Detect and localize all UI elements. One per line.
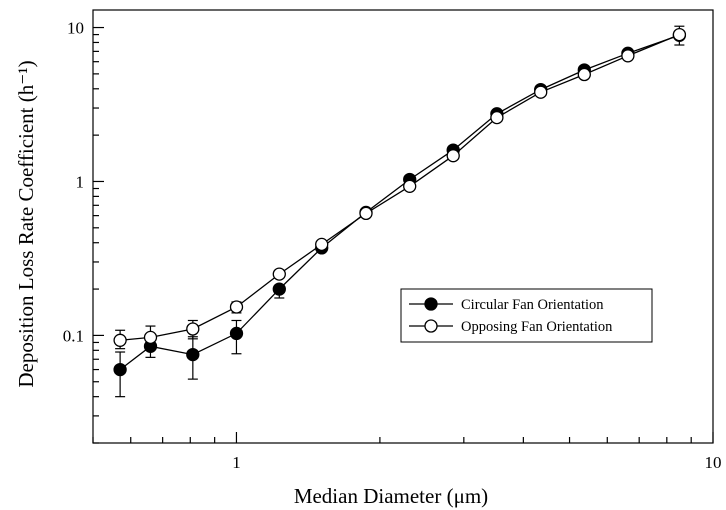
data-point <box>229 300 244 314</box>
legend-label: Circular Fan Orientation <box>461 297 604 313</box>
data-point <box>186 322 200 336</box>
legend-label: Opposing Fan Orientation <box>461 319 613 335</box>
legend-marker <box>424 297 438 311</box>
legend-box <box>400 288 653 343</box>
data-point <box>143 330 158 345</box>
x-tick-label: 10 <box>705 453 722 472</box>
data-point <box>672 27 687 42</box>
y-tick-label: 0.1 <box>63 326 84 345</box>
x-axis-title: Median Diameter (μm) <box>294 484 488 508</box>
x-tick-label: 1 <box>232 453 241 472</box>
series-line <box>119 34 680 371</box>
legend-marker <box>424 319 438 333</box>
data-point <box>490 110 504 125</box>
y-tick-label: 10 <box>67 19 84 38</box>
data-point <box>446 149 460 163</box>
series-2 <box>113 27 687 350</box>
plot-frame <box>92 9 714 444</box>
legend: Circular Fan Orientation Opposing Fan Ori… <box>400 288 653 343</box>
data-point <box>229 326 244 341</box>
series-layer <box>113 25 687 398</box>
series-line <box>120 33 680 341</box>
y-axis-title: Deposition Loss Rate Coefficient (h⁻¹) <box>14 60 38 387</box>
data-point <box>315 237 329 252</box>
data-point <box>359 206 373 221</box>
data-point <box>113 362 127 377</box>
data-point <box>577 67 591 82</box>
data-point <box>534 85 548 99</box>
y-tick-label: 1 <box>76 172 85 191</box>
axes-layer: 1 10 0.1 1 10 <box>63 19 722 472</box>
data-point <box>113 333 127 347</box>
data-point <box>272 282 286 296</box>
data-point <box>621 49 635 63</box>
data-point <box>272 267 286 281</box>
data-point <box>186 347 200 362</box>
data-point <box>403 179 417 193</box>
